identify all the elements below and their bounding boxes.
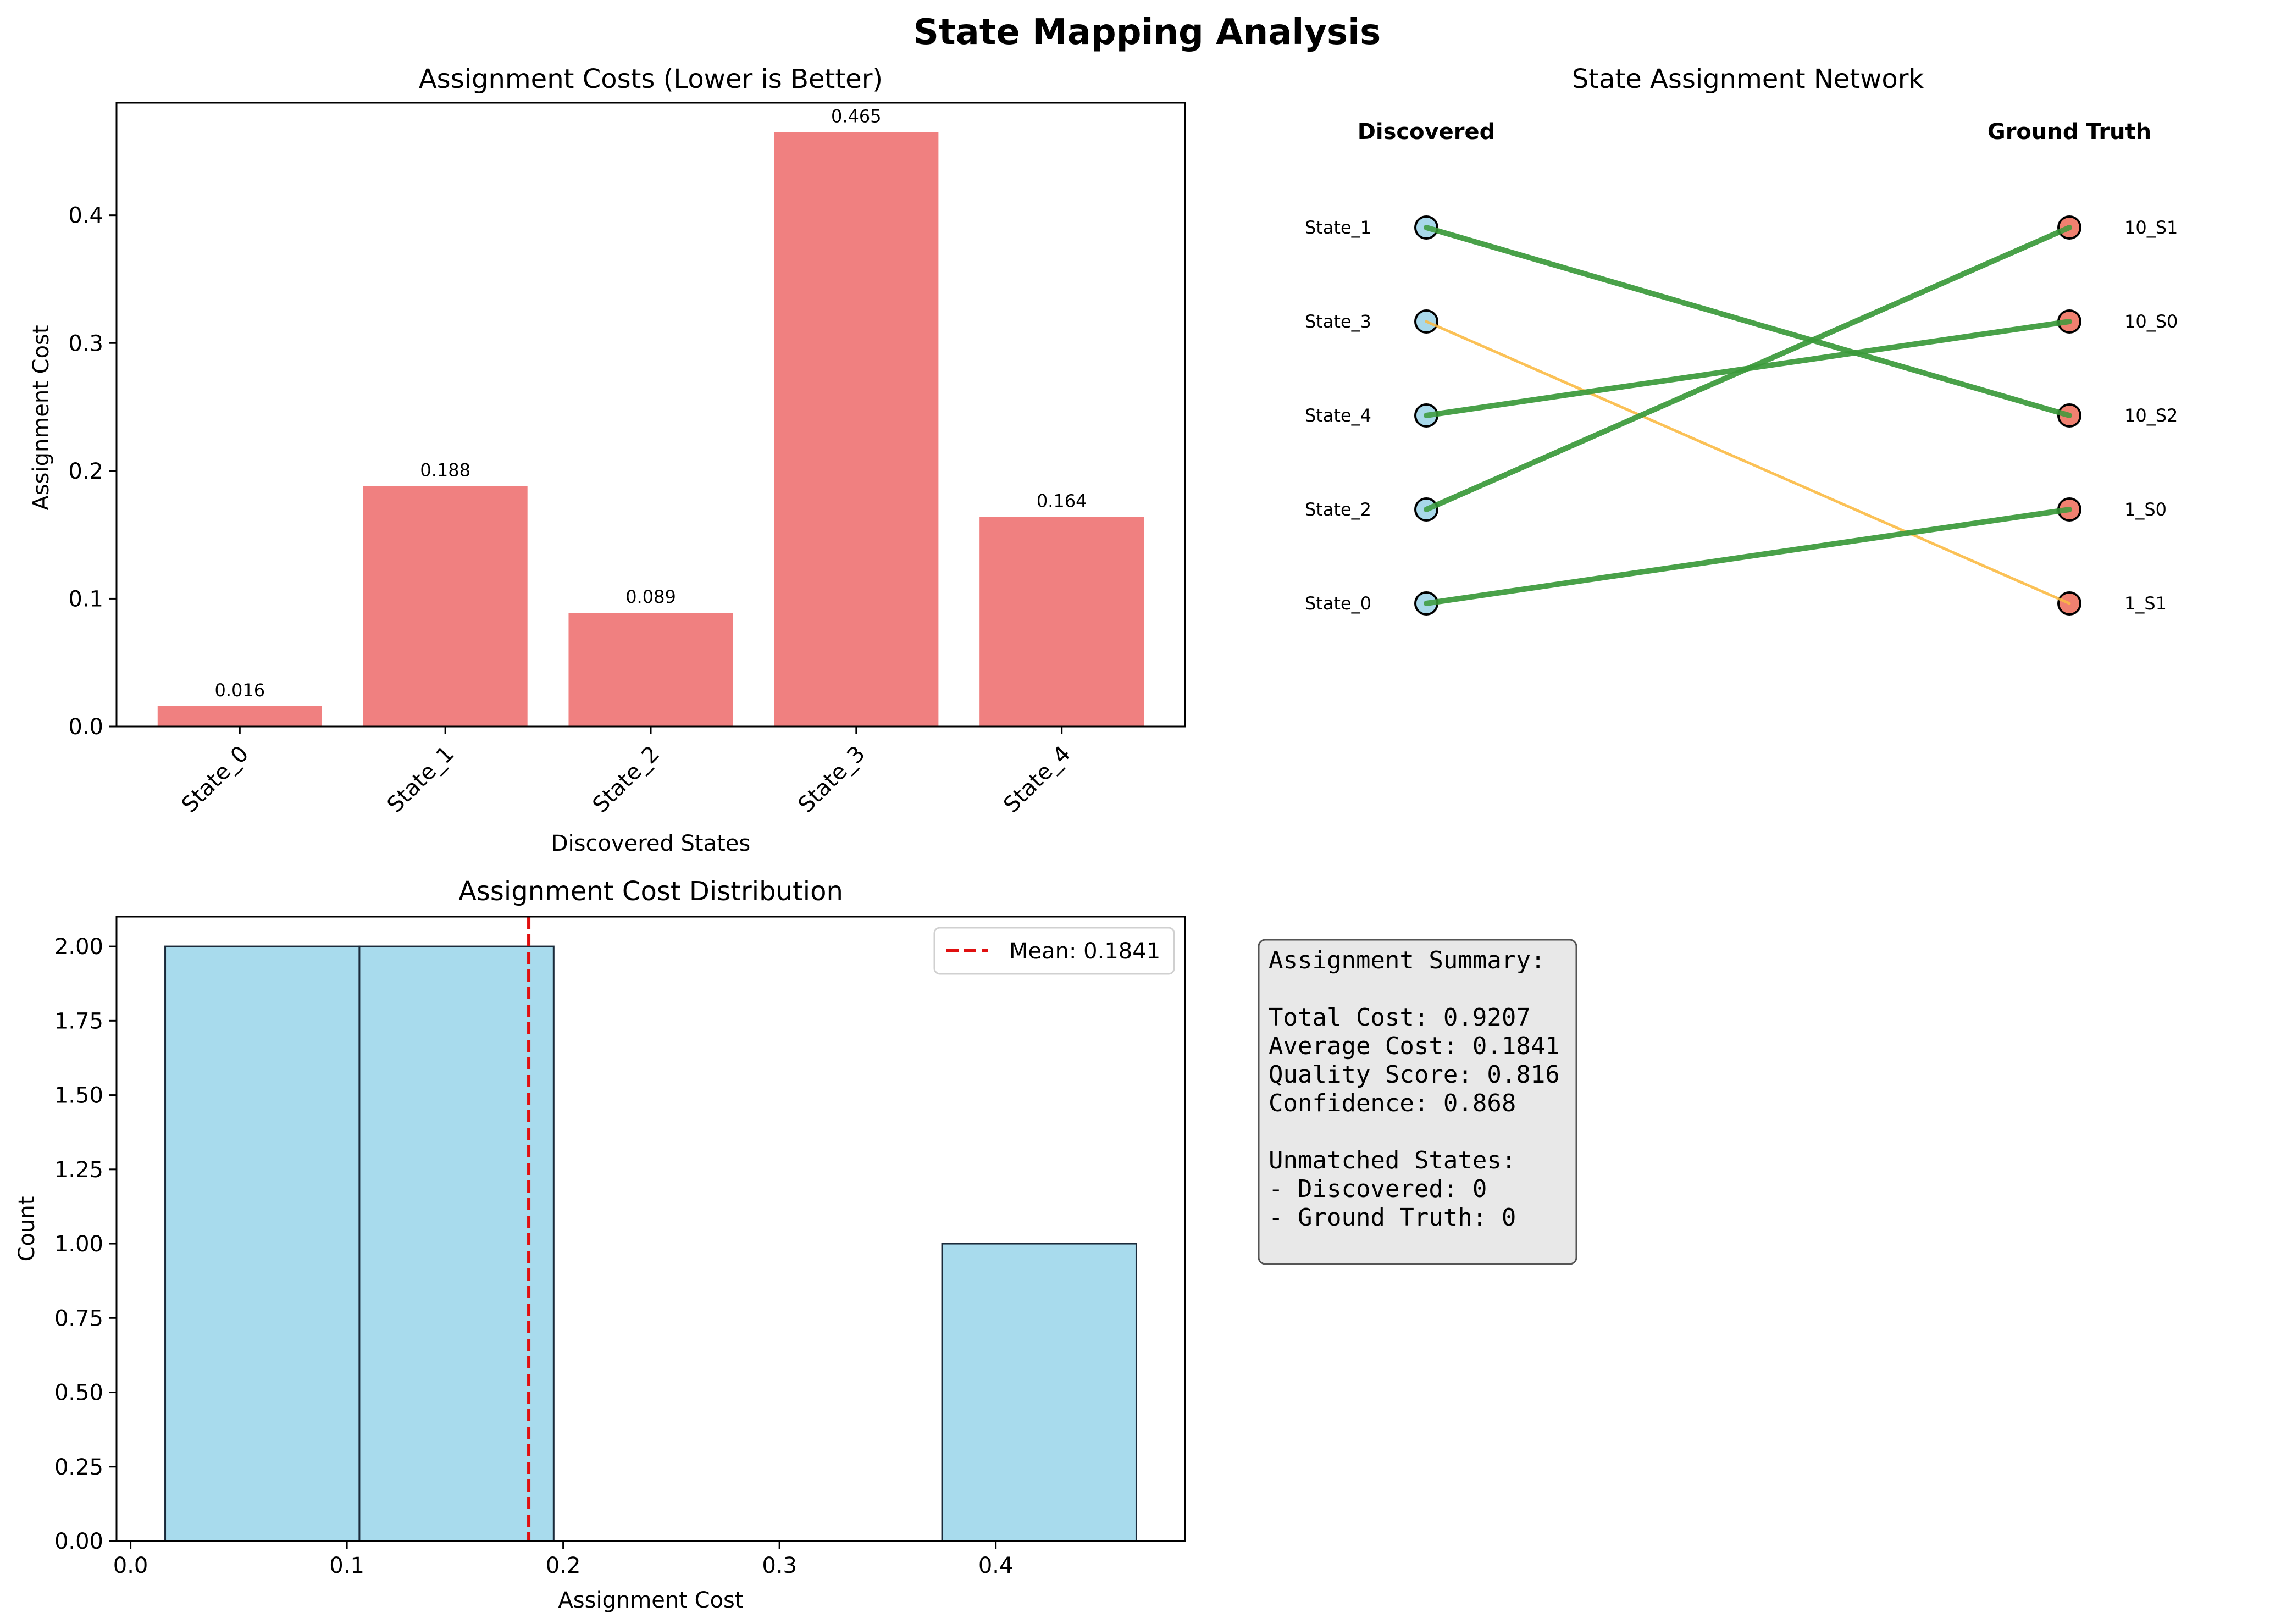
ground-truth-node-label: 1_S1 xyxy=(2124,593,2167,614)
discovered-node-label: State_4 xyxy=(1305,405,1371,426)
ground-truth-node-label: 10_S2 xyxy=(2124,405,2178,426)
network-edge-stub xyxy=(2056,507,2072,514)
bar-value-label: 0.089 xyxy=(625,586,676,607)
network-edge-stub xyxy=(1424,502,1440,512)
bar-value-label: 0.188 xyxy=(420,460,470,481)
network-edge-stub xyxy=(1424,411,1440,418)
network-edge xyxy=(1424,225,2072,512)
summary-line: - Ground Truth: 0 xyxy=(1269,1204,1516,1232)
histogram-legend: Mean: 0.1841 xyxy=(933,927,1175,975)
bar xyxy=(568,613,733,727)
x-tick-label: State_1 xyxy=(383,741,459,818)
summary-line: Unmatched States: xyxy=(1269,1146,1516,1174)
x-tick-label: 0.2 xyxy=(546,1553,581,1578)
y-tick-label: 0.0 xyxy=(68,714,103,740)
network-edge xyxy=(1424,507,2072,606)
y-tick-label: 0.25 xyxy=(54,1455,103,1480)
y-tick-label: 1.75 xyxy=(54,1008,103,1034)
network-edge-stub xyxy=(2056,319,2072,326)
summary-line: Total Cost: 0.9207 xyxy=(1269,1004,1531,1032)
bar-chart-title: Assignment Costs (Lower is Better) xyxy=(419,64,883,95)
network-edge xyxy=(1424,225,2072,418)
network-edge-stub xyxy=(1425,320,1438,328)
x-tick-label: State_4 xyxy=(999,741,1076,818)
histogram-bar xyxy=(941,1243,1137,1542)
discovered-node-label: State_3 xyxy=(1305,311,1371,332)
legend-label: Mean: 0.1841 xyxy=(1009,939,1160,964)
network-diagram: State Assignment Network Discovered Grou… xyxy=(1305,64,2178,616)
histogram-ylabel: Count xyxy=(14,1196,40,1262)
bar-chart-frame xyxy=(115,102,1186,728)
bar xyxy=(979,517,1144,727)
histogram-plot: 0.0 0.1 0.2 0.3 0.4 0.00 0.25 0.50 0.75 1.00 1.25 1… xyxy=(54,916,1186,1578)
histogram-bar xyxy=(358,945,555,1542)
x-tick-label: State_0 xyxy=(177,741,254,818)
network-edge-stub xyxy=(1424,225,1440,234)
network-edge xyxy=(1425,320,2071,605)
summary-line: Assignment Summary: xyxy=(1269,946,1545,974)
y-tick-label: 0.1 xyxy=(68,586,103,612)
bar xyxy=(774,132,939,727)
bar xyxy=(157,706,322,727)
histogram-chart: Assignment Cost Distribution 0.0 0.1 0.2 0.… xyxy=(14,876,1186,1613)
network-left-header: Discovered xyxy=(1358,119,1496,145)
bar-chart-ylabel: Assignment Cost xyxy=(29,325,54,510)
figure-title: State Mapping Analysis xyxy=(914,12,1381,53)
summary-background xyxy=(1258,939,1577,1265)
discovered-node-label: State_2 xyxy=(1305,499,1371,520)
x-tick-label: 0.4 xyxy=(978,1553,1014,1578)
y-tick-label: 1.00 xyxy=(54,1232,103,1257)
bar-chart-plot: 0.016 State_0 0.188 State_1 0.089 State_2 0.46… xyxy=(68,102,1186,818)
bar-chart: Assignment Costs (Lower is Better) 0.016… xyxy=(29,64,1186,856)
y-tick-label: 1.50 xyxy=(54,1083,103,1108)
histogram-title: Assignment Cost Distribution xyxy=(458,876,843,907)
y-tick-label: 0.00 xyxy=(54,1529,103,1554)
ground-truth-node-label: 10_S0 xyxy=(2124,311,2178,332)
bar-value-label: 0.164 xyxy=(1037,491,1087,512)
y-tick-label: 2.00 xyxy=(54,934,103,960)
discovered-node-label: State_1 xyxy=(1305,217,1371,238)
x-tick-label: State_2 xyxy=(588,741,665,818)
network-edges xyxy=(1424,225,2072,606)
network-edge-stub xyxy=(2056,225,2072,235)
y-tick-label: 0.4 xyxy=(68,203,103,229)
network-edge-stub xyxy=(2058,597,2071,605)
bar-chart-xlabel: Discovered States xyxy=(551,831,751,856)
summary-line: - Discovered: 0 xyxy=(1269,1175,1487,1203)
summary-line: Confidence: 0.868 xyxy=(1269,1089,1516,1117)
y-tick-label: 0.2 xyxy=(68,459,103,484)
assignment-summary-box: Assignment Summary: Total Cost: 0.9207Ave… xyxy=(1258,939,1577,1265)
ground-truth-node-label: 1_S0 xyxy=(2124,499,2167,520)
y-tick-label: 0.3 xyxy=(68,331,103,356)
legend-frame xyxy=(933,927,1175,975)
network-right-header: Ground Truth xyxy=(1987,119,2151,145)
bar-value-label: 0.465 xyxy=(831,106,882,126)
x-tick-label: 0.0 xyxy=(113,1553,148,1578)
ground-truth-node-label: 10_S1 xyxy=(2124,217,2178,238)
x-tick-label: 0.3 xyxy=(762,1553,797,1578)
x-tick-label: 0.1 xyxy=(329,1553,364,1578)
x-tick-label: State_3 xyxy=(793,741,870,818)
y-tick-label: 0.50 xyxy=(54,1381,103,1406)
network-title: State Assignment Network xyxy=(1572,64,1924,95)
summary-line: Average Cost: 0.1841 xyxy=(1269,1032,1560,1060)
histogram-bar xyxy=(164,945,361,1542)
network-edge-stub xyxy=(2056,409,2072,418)
y-tick-label: 0.75 xyxy=(54,1306,103,1331)
discovered-node-label: State_0 xyxy=(1305,593,1371,614)
summary-lines: Assignment Summary: Total Cost: 0.9207Ave… xyxy=(1269,946,1560,1232)
network-edge-stub xyxy=(1424,599,1440,606)
histogram-xlabel: Assignment Cost xyxy=(558,1588,743,1613)
histogram-frame xyxy=(115,916,1186,1542)
bar xyxy=(363,486,528,727)
summary-line: Quality Score: 0.816 xyxy=(1269,1061,1560,1089)
bar-value-label: 0.016 xyxy=(215,680,265,701)
y-tick-label: 1.25 xyxy=(54,1157,103,1183)
